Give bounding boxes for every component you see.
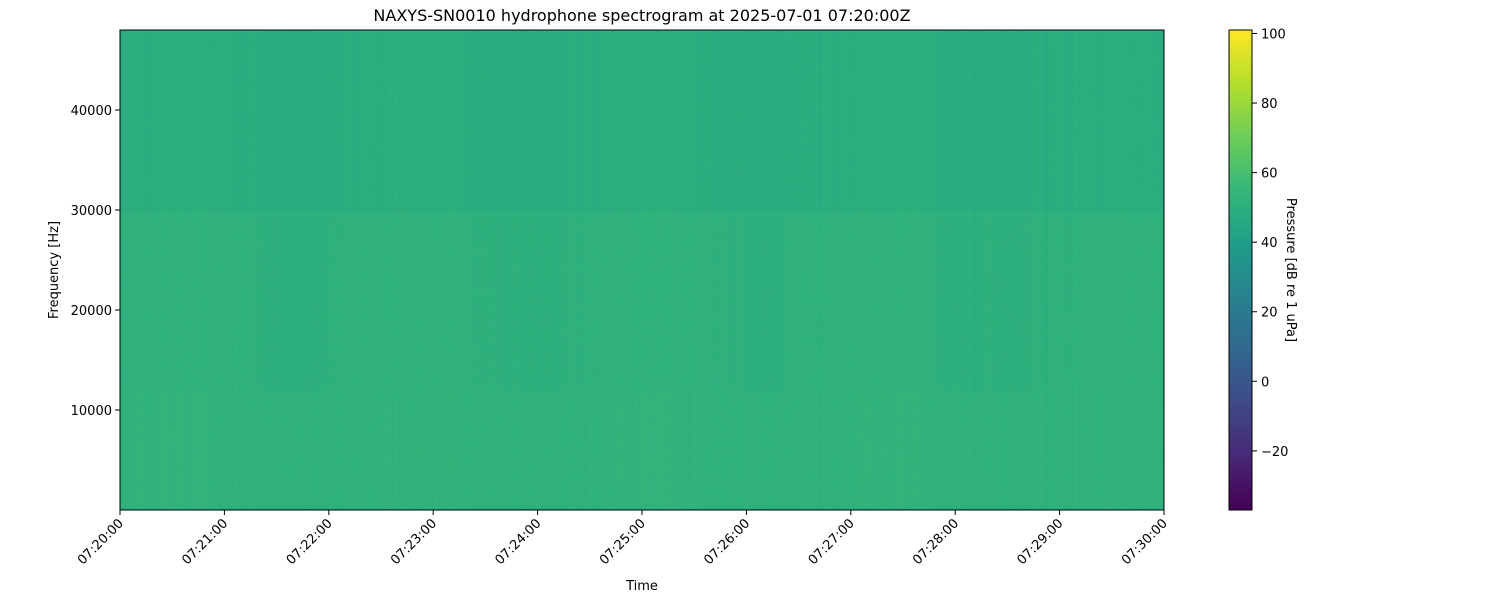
x-tick-label: 07:28:00 <box>910 516 962 568</box>
x-tick-label: 07:30:00 <box>1119 516 1171 568</box>
y-axis: 10000 20000 30000 40000 <box>71 104 120 419</box>
y-tick-label: 30000 <box>71 204 112 219</box>
colorbar-label: Pressure [dB re 1 uPa] <box>1283 198 1298 342</box>
colorbar-tick-label: 0 <box>1261 375 1269 390</box>
y-tick-label: 20000 <box>71 304 112 319</box>
colorbar-tick-label: −20 <box>1261 445 1288 460</box>
x-axis: 07:20:00 07:21:00 07:22:00 07:23:00 07:24:00… <box>75 510 1171 568</box>
x-tick-label: 07:23:00 <box>388 516 440 568</box>
colorbar-tick-label: 60 <box>1261 167 1278 182</box>
x-tick-label: 07:24:00 <box>493 516 545 568</box>
colorbar-tick-label: 100 <box>1261 27 1286 42</box>
x-tick-label: 07:22:00 <box>284 516 336 568</box>
colorbar-tick-label: 80 <box>1261 97 1278 112</box>
x-tick-label: 07:29:00 <box>1015 516 1067 568</box>
y-tick-label: 40000 <box>71 104 112 119</box>
chart-title: NAXYS-SN0010 hydrophone spectrogram at 2… <box>373 6 910 25</box>
colorbar-gradient <box>1229 30 1252 510</box>
plot-frame <box>119 29 1165 511</box>
colorbar-axis: −20 0 20 40 60 80 100 <box>1252 27 1288 460</box>
colorbar-tick-label: 40 <box>1261 236 1278 251</box>
colorbar-tick-label: 20 <box>1261 306 1278 321</box>
x-tick-label: 07:25:00 <box>597 516 649 568</box>
colorbar-frame <box>1228 29 1253 511</box>
y-axis-label: Frequency [Hz] <box>47 221 62 319</box>
x-tick-label: 07:21:00 <box>179 516 231 568</box>
y-tick-label: 10000 <box>71 404 112 419</box>
spectrogram-image <box>120 30 1164 510</box>
x-tick-label: 07:26:00 <box>701 516 753 568</box>
x-axis-label: Time <box>625 579 658 594</box>
x-tick-label: 07:27:00 <box>806 516 858 568</box>
x-tick-label: 07:20:00 <box>75 516 127 568</box>
